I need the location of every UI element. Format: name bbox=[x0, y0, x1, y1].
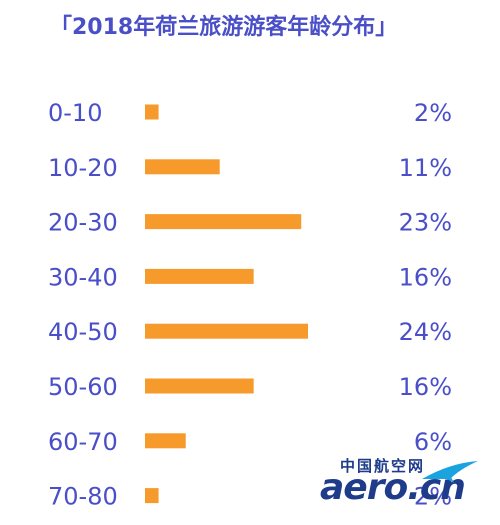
bar bbox=[145, 159, 220, 175]
value-label: 2% bbox=[414, 483, 452, 511]
value-label: 24% bbox=[399, 318, 452, 346]
category-label: 60-70 bbox=[48, 428, 118, 456]
value-label: 2% bbox=[414, 99, 452, 127]
chart-title: 「2018年荷兰旅游游客年龄分布」 bbox=[50, 15, 398, 40]
bar bbox=[145, 214, 302, 230]
category-label: 50-60 bbox=[48, 373, 118, 401]
bar bbox=[145, 268, 254, 284]
category-label: 30-40 bbox=[48, 263, 118, 291]
category-label: 10-20 bbox=[48, 154, 118, 182]
bar bbox=[145, 433, 186, 449]
value-label: 6% bbox=[414, 428, 452, 456]
category-label: 40-50 bbox=[48, 318, 118, 346]
category-label: 0-10 bbox=[48, 99, 102, 127]
value-label: 16% bbox=[399, 263, 452, 291]
category-label: 70-80 bbox=[48, 483, 118, 511]
value-label: 11% bbox=[399, 154, 452, 182]
bar bbox=[145, 104, 159, 120]
plane-icon bbox=[422, 461, 478, 483]
watermark-logo: 中国航空网 aero.cn bbox=[320, 451, 490, 521]
bar bbox=[145, 378, 254, 394]
value-label: 23% bbox=[399, 209, 452, 237]
value-label: 16% bbox=[399, 373, 452, 401]
bar bbox=[145, 488, 159, 504]
watermark-cn: 中国航空网 bbox=[340, 457, 426, 475]
bar bbox=[145, 323, 308, 339]
category-label: 20-30 bbox=[48, 209, 118, 237]
